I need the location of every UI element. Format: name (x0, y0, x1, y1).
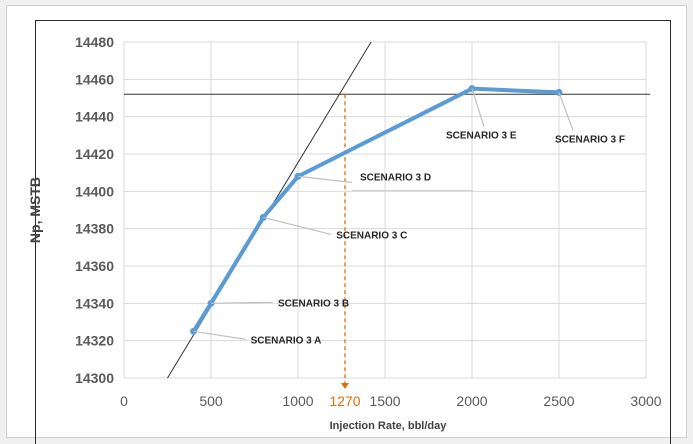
y-tick-label: 14400 (75, 183, 114, 199)
y-tick-label: 14440 (75, 109, 114, 125)
figure-inner-border (35, 20, 671, 444)
annotation-label: SCENARIO 3 D (360, 172, 431, 183)
y-axis-label: Np, MSTB (27, 177, 43, 243)
x-tick-label: 2500 (543, 393, 574, 409)
figure-frame (6, 5, 687, 444)
series-line (191, 86, 561, 334)
y-tick-label: 14300 (75, 370, 114, 386)
annotation-leader (193, 330, 246, 340)
y-tick-label: 14420 (75, 146, 114, 162)
x-tick-label: 1000 (282, 393, 313, 409)
y-tick-label: 14380 (75, 221, 114, 237)
annotation-leader (263, 216, 332, 236)
y-tick-label: 14460 (75, 71, 114, 87)
y-tick-label: 14480 (75, 34, 114, 50)
x-tick-label: 0 (120, 393, 128, 409)
x-tick-label: 1500 (369, 393, 400, 409)
x-tick-label: 2000 (456, 393, 487, 409)
annotation-leader (558, 92, 574, 131)
annotation-label: SCENARIO 3 B (278, 298, 349, 309)
x-axis-label: Injection Rate, bbl/day (330, 420, 448, 432)
y-tick-label: 14360 (75, 258, 114, 274)
x-tick-label: 3000 (630, 393, 661, 409)
x-tick-label: 500 (199, 393, 223, 409)
annotation-label: SCENARIO 3 F (555, 134, 625, 145)
annotation-leader (297, 175, 353, 183)
annotation-leader (210, 301, 274, 304)
annotation-label: SCENARIO 3 A (251, 335, 322, 346)
intersection-arrowhead (340, 383, 349, 389)
annotation-label: SCENARIO 3 E (446, 131, 517, 142)
intersection-value-label: 1270 (329, 393, 360, 409)
annotation-leader (471, 88, 485, 127)
y-tick-label: 14320 (75, 333, 114, 349)
y-tick-label: 14340 (75, 295, 114, 311)
annotation-label: SCENARIO 3 C (336, 230, 407, 241)
